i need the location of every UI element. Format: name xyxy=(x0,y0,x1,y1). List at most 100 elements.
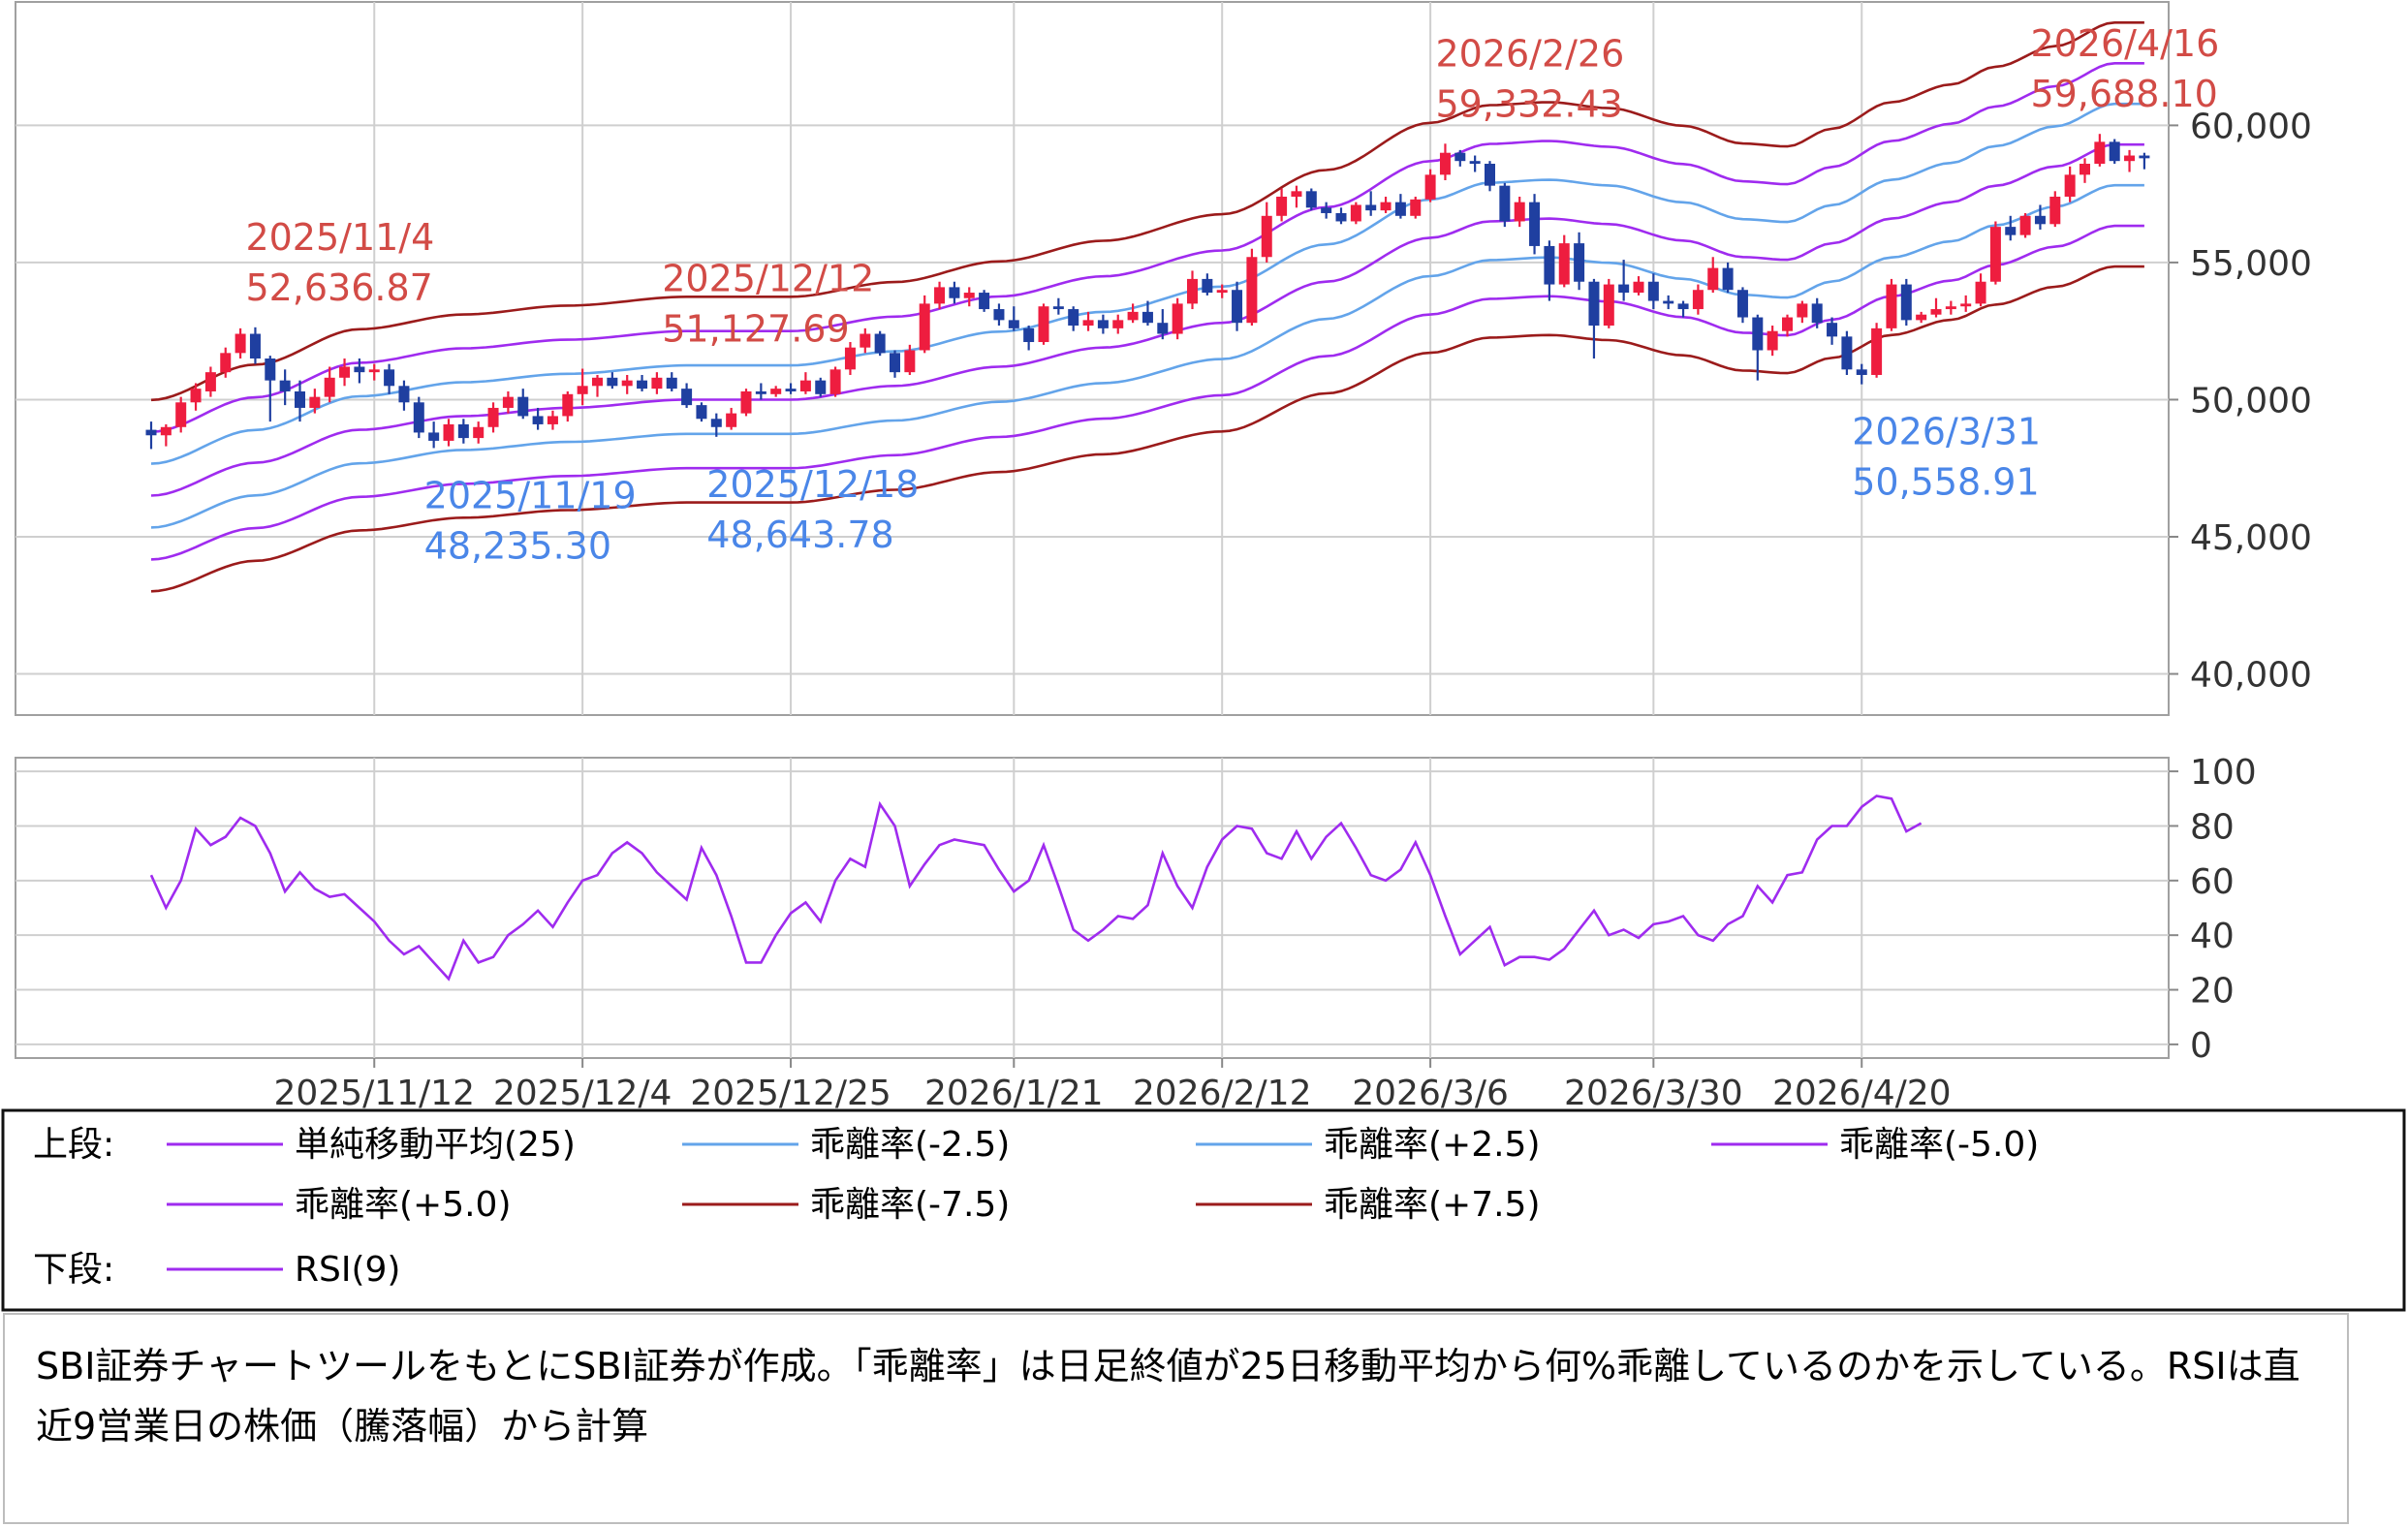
candle-body xyxy=(562,393,574,417)
annotation-date: 2025/11/19 xyxy=(424,474,637,516)
candle-body xyxy=(710,419,722,427)
candle-body xyxy=(1916,314,1927,321)
candle-body xyxy=(1752,317,1764,351)
candle-body xyxy=(175,402,187,427)
candle-body xyxy=(785,389,797,391)
candle-body xyxy=(1216,290,1228,294)
candle-body xyxy=(265,358,276,381)
candle-body xyxy=(874,333,886,354)
candle-body xyxy=(1008,320,1019,328)
x-tick-label: 2026/1/21 xyxy=(924,1074,1104,1113)
candle-body xyxy=(1321,207,1332,213)
legend-item-label: 乖離率(+5.0) xyxy=(295,1185,512,1225)
candle-body xyxy=(979,293,990,310)
candle-body xyxy=(1960,303,1972,307)
annotation-date: 2026/2/26 xyxy=(1435,32,1624,75)
candle-body xyxy=(1871,327,1883,375)
x-tick-label: 2026/4/20 xyxy=(1772,1074,1952,1113)
x-axis: 2025/11/12 2025/12/4 2025/12/25 2026/1/21 20… xyxy=(274,1058,1952,1113)
candle-body xyxy=(2019,215,2031,235)
candle-body xyxy=(1930,309,1942,315)
candle-body xyxy=(651,377,663,390)
candle-body xyxy=(1647,281,1659,301)
candle-body xyxy=(666,377,677,390)
candle-body xyxy=(2124,155,2136,162)
candle-body xyxy=(621,380,633,387)
candle-body xyxy=(1068,309,1079,327)
band-line xyxy=(150,265,2144,593)
candle-body xyxy=(1335,212,1347,222)
candle-body xyxy=(384,369,395,387)
candle-body xyxy=(532,416,544,424)
candle-body xyxy=(949,287,960,298)
candle-body xyxy=(1202,278,1213,294)
candle-body xyxy=(1052,306,1064,310)
footnote-text: SBI証券チャートツールをもとにSBI証券が作成。「乖離率」は日足終値が25日移… xyxy=(36,1345,2300,1448)
candle-body xyxy=(1439,152,1451,175)
candle-body xyxy=(1677,303,1689,310)
candle-body xyxy=(2109,141,2120,162)
candle-body xyxy=(1722,267,1734,291)
candle-body xyxy=(1305,191,1317,208)
candle-body xyxy=(502,396,514,408)
candle-body xyxy=(517,396,529,417)
legend-item-label: 乖離率(-7.5) xyxy=(810,1185,1010,1225)
candle-body xyxy=(1782,317,1793,331)
x-tick-label: 2025/11/12 xyxy=(274,1074,476,1113)
candle-body xyxy=(249,333,261,358)
legend-item-label: 乖離率(-5.0) xyxy=(1839,1125,2039,1165)
legend-item-label: 単純移動平均(25) xyxy=(295,1125,576,1165)
candle-body xyxy=(770,389,782,394)
price-panel: 40,000 45,000 50,000 55,000 60,000 2025/11/4 5… xyxy=(15,1,2312,716)
annotation-date: 2025/12/18 xyxy=(706,463,919,506)
footnote-box: SBI証券チャートツールをもとにSBI証券が作成。「乖離率」は日足終値が25日移… xyxy=(3,1313,2349,1524)
rsi-panel: 0 20 40 60 80 100 xyxy=(15,753,2257,1066)
candle-body xyxy=(1038,306,1049,343)
candle-body xyxy=(2049,196,2061,225)
candle-body xyxy=(726,413,737,427)
candle-body xyxy=(860,333,871,348)
candle-body xyxy=(2034,215,2046,225)
candle-body xyxy=(1633,281,1644,294)
candle-body xyxy=(1767,330,1778,351)
candle-body xyxy=(993,309,1005,321)
x-tick-label: 2025/12/4 xyxy=(493,1074,672,1113)
candle-body xyxy=(1618,284,1630,294)
candle-body xyxy=(1112,320,1124,328)
candle-body xyxy=(339,366,351,378)
candle-body xyxy=(457,423,469,439)
candle-body xyxy=(1886,284,1897,328)
annotation-date: 2025/11/4 xyxy=(245,216,434,259)
annotation-value: 48,643.78 xyxy=(706,514,893,556)
candle-body xyxy=(1692,290,1704,310)
candle-body xyxy=(1261,215,1272,258)
candle-body xyxy=(1797,303,1808,318)
candle-body xyxy=(755,390,766,394)
price-tick-label: 45,000 xyxy=(2190,518,2312,558)
candle-body xyxy=(487,407,499,427)
candle-body xyxy=(799,380,811,391)
price-tick-label: 40,000 xyxy=(2190,656,2312,696)
candle-body xyxy=(740,390,752,414)
candle-body xyxy=(1424,174,1436,200)
candle-body xyxy=(428,432,440,441)
candle-body xyxy=(890,353,900,373)
x-tick-label: 2026/3/30 xyxy=(1564,1074,1743,1113)
annotation-date: 2026/4/16 xyxy=(2030,22,2219,65)
annotation-value: 59,332.43 xyxy=(1435,82,1622,125)
candle-body xyxy=(1454,152,1466,162)
candle-body xyxy=(963,293,975,298)
candle-body xyxy=(2080,164,2090,175)
band-line xyxy=(150,224,2144,561)
annotation-value: 52,636.87 xyxy=(245,266,432,309)
annotation-date: 2026/3/31 xyxy=(1852,411,2041,453)
candle-body xyxy=(354,366,365,373)
legend-item-label: 乖離率(-2.5) xyxy=(810,1125,1010,1165)
candle-body xyxy=(844,347,856,370)
candle-body xyxy=(1529,202,1541,246)
annotation-value: 48,235.30 xyxy=(424,524,611,567)
candle-body xyxy=(1900,284,1912,321)
candle-body xyxy=(220,353,232,373)
candle-body xyxy=(1157,323,1169,334)
candle-body xyxy=(1127,311,1139,321)
